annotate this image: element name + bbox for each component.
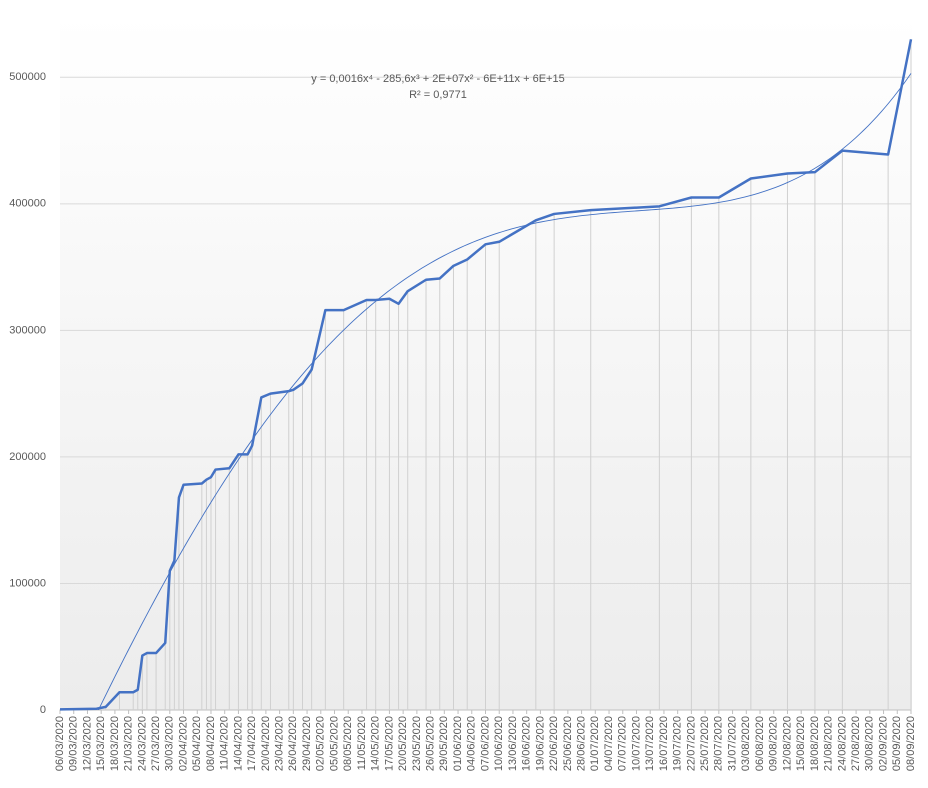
x-tick-label: 25/07/2020 xyxy=(699,716,711,771)
x-tick-label: 10/07/2020 xyxy=(630,716,642,771)
x-tick-label: 19/06/2020 xyxy=(534,716,546,771)
x-tick-label: 29/05/2020 xyxy=(438,716,450,771)
x-tick-label: 02/04/2020 xyxy=(177,716,189,771)
x-tick-label: 14/04/2020 xyxy=(232,716,244,771)
x-tick-label: 11/04/2020 xyxy=(219,716,231,770)
x-tick-label: 05/05/2020 xyxy=(328,716,340,771)
x-tick-label: 20/04/2020 xyxy=(260,716,272,771)
x-tick-label: 29/04/2020 xyxy=(301,716,313,771)
y-tick-label: 300000 xyxy=(9,324,46,336)
x-tick-label: 30/08/2020 xyxy=(864,716,876,771)
x-tick-label: 07/06/2020 xyxy=(479,716,491,771)
x-tick-label: 04/06/2020 xyxy=(466,716,478,771)
x-tick-label: 10/06/2020 xyxy=(493,716,505,771)
x-tick-label: 27/03/2020 xyxy=(150,716,162,771)
x-tick-label: 15/08/2020 xyxy=(795,716,807,771)
x-tick-label: 16/06/2020 xyxy=(521,716,533,771)
x-tick-label: 08/05/2020 xyxy=(342,716,354,771)
x-tick-label: 22/06/2020 xyxy=(548,716,560,771)
x-tick-label: 28/06/2020 xyxy=(575,716,587,771)
x-tick-label: 24/03/2020 xyxy=(136,716,148,771)
x-tick-label: 21/03/2020 xyxy=(123,716,135,771)
trend-equation: y = 0,0016x⁴ - 285,6x³ + 2E+07x² - 6E+11… xyxy=(311,73,564,85)
x-tick-label: 11/05/2020 xyxy=(356,716,368,770)
x-tick-label: 31/07/2020 xyxy=(726,716,738,771)
x-tick-label: 17/05/2020 xyxy=(383,716,395,771)
y-tick-label: 200000 xyxy=(9,451,46,463)
x-tick-label: 15/03/2020 xyxy=(95,716,107,771)
x-tick-label: 28/07/2020 xyxy=(713,716,725,771)
x-tick-label: 25/06/2020 xyxy=(562,716,574,771)
x-tick-label: 01/07/2020 xyxy=(589,716,601,771)
y-tick-label: 100000 xyxy=(9,577,46,589)
x-tick-label: 19/07/2020 xyxy=(672,716,684,771)
x-tick-label: 27/08/2020 xyxy=(850,716,862,771)
x-tick-label: 23/04/2020 xyxy=(274,716,286,771)
x-tick-label: 18/08/2020 xyxy=(809,716,821,771)
x-tick-label: 12/08/2020 xyxy=(781,716,793,771)
x-tick-label: 14/05/2020 xyxy=(370,716,382,771)
y-tick-label: 400000 xyxy=(9,198,46,210)
x-tick-label: 18/03/2020 xyxy=(109,716,121,771)
x-tick-label: 05/04/2020 xyxy=(191,716,203,771)
x-tick-label: 24/08/2020 xyxy=(836,716,848,771)
x-tick-label: 01/06/2020 xyxy=(452,716,464,771)
x-tick-label: 16/07/2020 xyxy=(658,716,670,771)
trendline xyxy=(97,73,912,710)
x-tick-label: 07/07/2020 xyxy=(617,716,629,771)
x-tick-label: 26/04/2020 xyxy=(287,716,299,771)
x-tick-label: 22/07/2020 xyxy=(685,716,697,771)
x-tick-label: 02/09/2020 xyxy=(877,716,889,771)
x-tick-label: 26/05/2020 xyxy=(425,716,437,771)
data-line xyxy=(59,39,913,711)
x-tick-label: 12/03/2020 xyxy=(81,716,93,771)
x-tick-label: 20/05/2020 xyxy=(397,716,409,771)
x-tick-label: 17/04/2020 xyxy=(246,716,258,771)
y-tick-label: 0 xyxy=(40,704,46,716)
x-tick-label: 09/08/2020 xyxy=(768,716,780,771)
x-tick-label: 08/04/2020 xyxy=(205,716,217,771)
x-tick-label: 04/07/2020 xyxy=(603,716,615,771)
x-tick-label: 21/08/2020 xyxy=(823,716,835,771)
x-tick-label: 13/07/2020 xyxy=(644,716,656,771)
x-tick-label: 05/09/2020 xyxy=(891,716,903,771)
x-tick-label: 09/03/2020 xyxy=(68,716,80,771)
x-tick-label: 30/03/2020 xyxy=(164,716,176,771)
x-tick-label: 02/05/2020 xyxy=(315,716,327,771)
x-tick-label: 23/05/2020 xyxy=(411,716,423,771)
x-tick-label: 13/06/2020 xyxy=(507,716,519,771)
x-tick-label: 06/03/2020 xyxy=(54,716,66,771)
x-tick-label: 06/08/2020 xyxy=(754,716,766,771)
x-tick-label: 03/08/2020 xyxy=(740,716,752,771)
y-tick-label: 500000 xyxy=(9,71,46,83)
r-squared: R² = 0,9771 xyxy=(409,89,467,101)
x-tick-label: 08/09/2020 xyxy=(905,716,917,771)
